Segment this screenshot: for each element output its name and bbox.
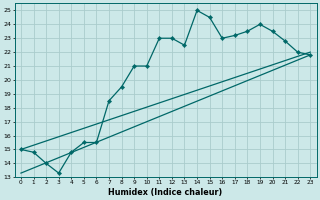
- X-axis label: Humidex (Indice chaleur): Humidex (Indice chaleur): [108, 188, 223, 197]
